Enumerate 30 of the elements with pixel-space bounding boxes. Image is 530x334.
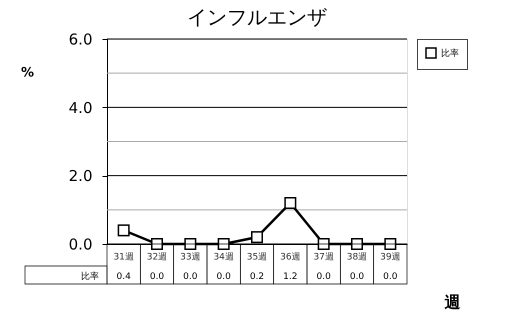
x-tick-label: 36週 xyxy=(280,252,301,262)
y-tick-label: 6.0 xyxy=(68,30,92,48)
y-tick-label: 4.0 xyxy=(68,98,92,117)
data-label: 0.0 xyxy=(150,272,164,282)
data-label: 0.0 xyxy=(350,272,364,282)
data-label: 0.0 xyxy=(316,272,332,282)
x-tick-label: 33週 xyxy=(180,252,201,262)
data-label: 0.0 xyxy=(216,272,232,282)
x-axis-title: 週 xyxy=(444,292,462,312)
y-axis-title: % xyxy=(20,66,34,80)
point xyxy=(118,224,130,236)
x-tick-label: 31週 xyxy=(113,252,134,262)
y-tick-label: 0.0 xyxy=(68,236,92,254)
data-label: 1.2 xyxy=(283,272,298,282)
data-label: 0.0 xyxy=(383,272,398,282)
data-label: 0.2 xyxy=(250,272,264,282)
x-tick-label: 35週 xyxy=(246,252,268,262)
text: 比率 xyxy=(81,272,99,282)
x-tick-label: 39週 xyxy=(380,252,401,262)
x-tick-label: 32週 xyxy=(146,252,168,262)
x-tick-label: 38週 xyxy=(346,252,368,262)
y-tick-label: 2.0 xyxy=(68,167,92,186)
point xyxy=(284,197,296,209)
point xyxy=(251,231,263,244)
x-tick-label: 34週 xyxy=(213,252,234,262)
data-label: 0.0 xyxy=(183,272,198,282)
chart-title: インフルエンザ xyxy=(187,5,327,29)
legend-label: 比率 xyxy=(441,48,459,59)
x-tick-label: 37週 xyxy=(313,252,334,262)
data-label: 0.4 xyxy=(116,272,132,282)
